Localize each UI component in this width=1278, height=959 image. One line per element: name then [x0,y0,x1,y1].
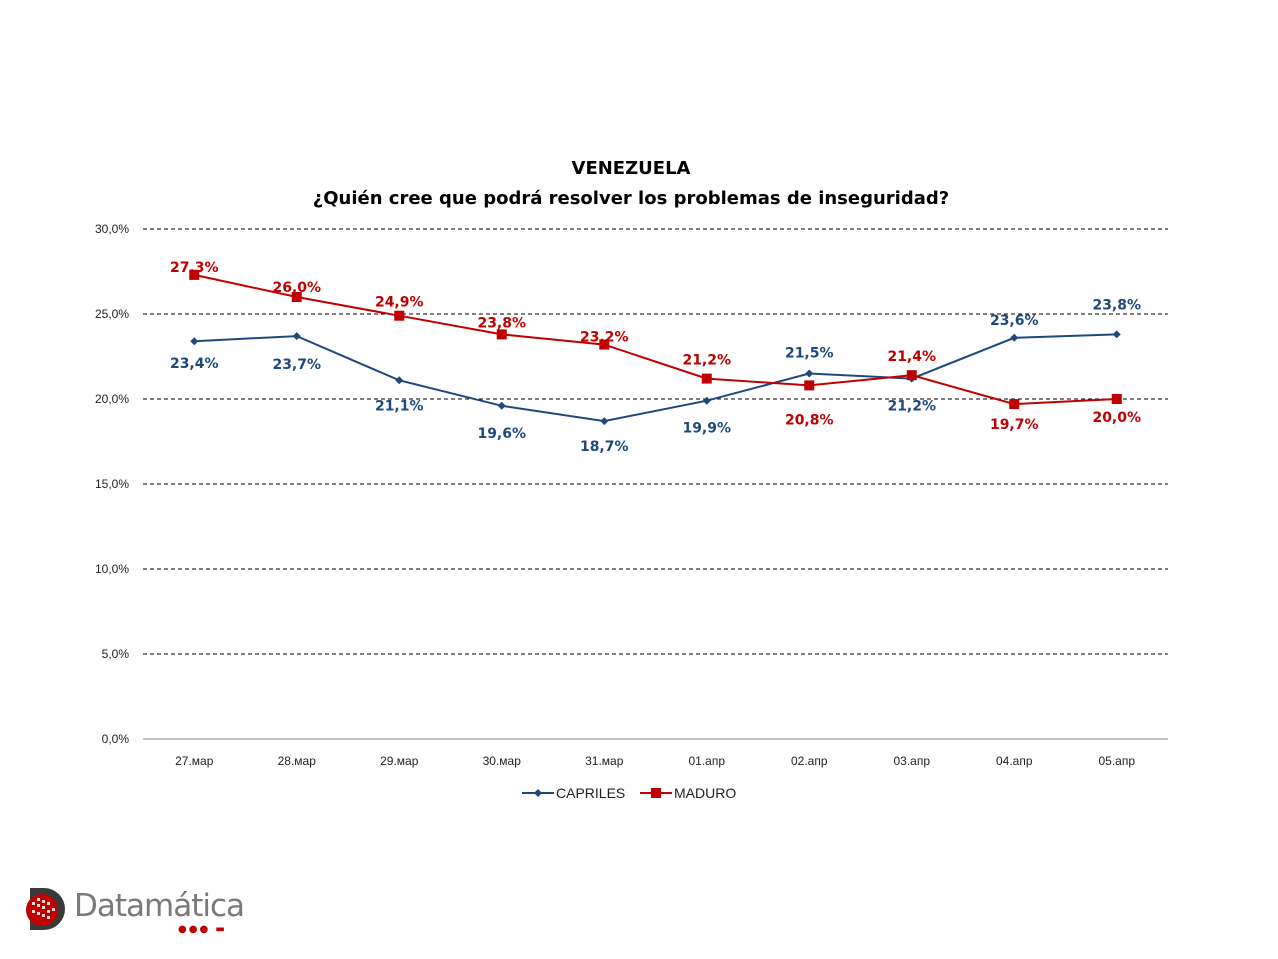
marker-point [702,396,711,405]
data-label: 19,7% [990,417,1039,433]
data-label: 23,6% [990,313,1039,329]
data-label: 18,7% [580,439,629,455]
marker-point [190,337,199,346]
legend-label: CAPRILES [556,785,625,801]
x-tick-label: 01.апр [688,754,725,768]
x-tick-label: 05.апр [1098,754,1135,768]
data-label: 23,8% [1092,297,1141,313]
x-tick-label: 03.апр [893,754,930,768]
logo-dots: ●●● ▬ [178,924,227,935]
marker-point [497,401,506,410]
x-tick-label: 29.мар [380,754,419,768]
marker-point [394,310,405,321]
marker-point [1009,399,1020,410]
x-axis: 27.мар 28.мар 29.мар 30.мар 31.мар 01.апр 02.а… [143,738,1168,768]
data-label: 20,8% [785,412,834,428]
y-tick-label: 20,0% [95,392,129,406]
data-label: 21,5% [785,346,834,362]
datamatica-logo: Datamática ●●● ▬ [22,884,245,935]
y-tick-label: 15,0% [95,477,129,491]
y-tick-label: 0,0% [102,732,130,746]
marker-point [291,292,302,302]
marker-point [292,332,301,341]
logo-wordmark: Datamática [74,888,245,924]
y-axis: 0,0% 5,0% 10,0% 15,0% 20,0% 25,0% 30,0% [95,222,129,746]
marker-point [906,370,917,381]
data-label: 23,7% [272,357,321,373]
series-line-capriles [194,333,1117,423]
y-tick-label: 30,0% [95,222,129,236]
x-tick-label: 31.мар [585,754,624,768]
marker-point [805,369,814,378]
data-label: 24,9% [375,295,424,311]
data-label: 23,2% [580,330,629,346]
marker-point [395,376,404,385]
marker-point [600,417,609,426]
marker-point [599,339,610,350]
marker-point [1112,330,1121,339]
data-label: 21,4% [887,349,936,365]
data-label: 26,0% [272,280,321,296]
data-label: 21,2% [887,399,936,415]
marker-point [1111,394,1122,404]
data-label: 19,9% [682,421,731,437]
datamatica-logo-icon [26,888,65,930]
x-tick-label: 30.мар [483,754,522,768]
data-label: 21,2% [682,353,731,369]
marker-point [804,380,815,391]
legend: CAPRILES MADURO [522,785,736,801]
data-label: 23,4% [170,356,219,372]
data-label: 21,1% [375,398,424,414]
marker-point [701,373,712,384]
x-tick-label: 28.мар [278,754,317,768]
gridlines [143,228,1168,655]
data-label: 23,8% [477,315,526,331]
y-tick-label: 5,0% [102,647,130,661]
legend-marker [651,788,661,798]
x-tick-label: 02.апр [791,754,828,768]
marker-point [189,269,200,280]
series-line-maduro [194,273,1117,406]
x-tick-label: 27.мар [175,754,214,768]
data-labels: 23,4% 23,7% 21,1% 19,6% 18,7% 19,9% 21,5% 21,2%… [170,260,1141,455]
chart-title: VENEZUELA [572,158,691,179]
data-label: 27,3% [170,260,219,276]
marker-point [1010,333,1019,342]
y-tick-label: 25,0% [95,307,129,321]
x-tick-label: 04.апр [996,754,1033,768]
data-label: 19,6% [477,426,526,442]
data-label: 20,0% [1092,410,1141,426]
series-layer [189,269,1122,426]
legend-marker [534,789,542,797]
chart-subtitle: ¿Quién cree que podrá resolver los probl… [313,188,949,209]
y-tick-label: 10,0% [95,562,129,576]
legend-label: MADURO [674,785,736,801]
marker-point [496,329,507,340]
